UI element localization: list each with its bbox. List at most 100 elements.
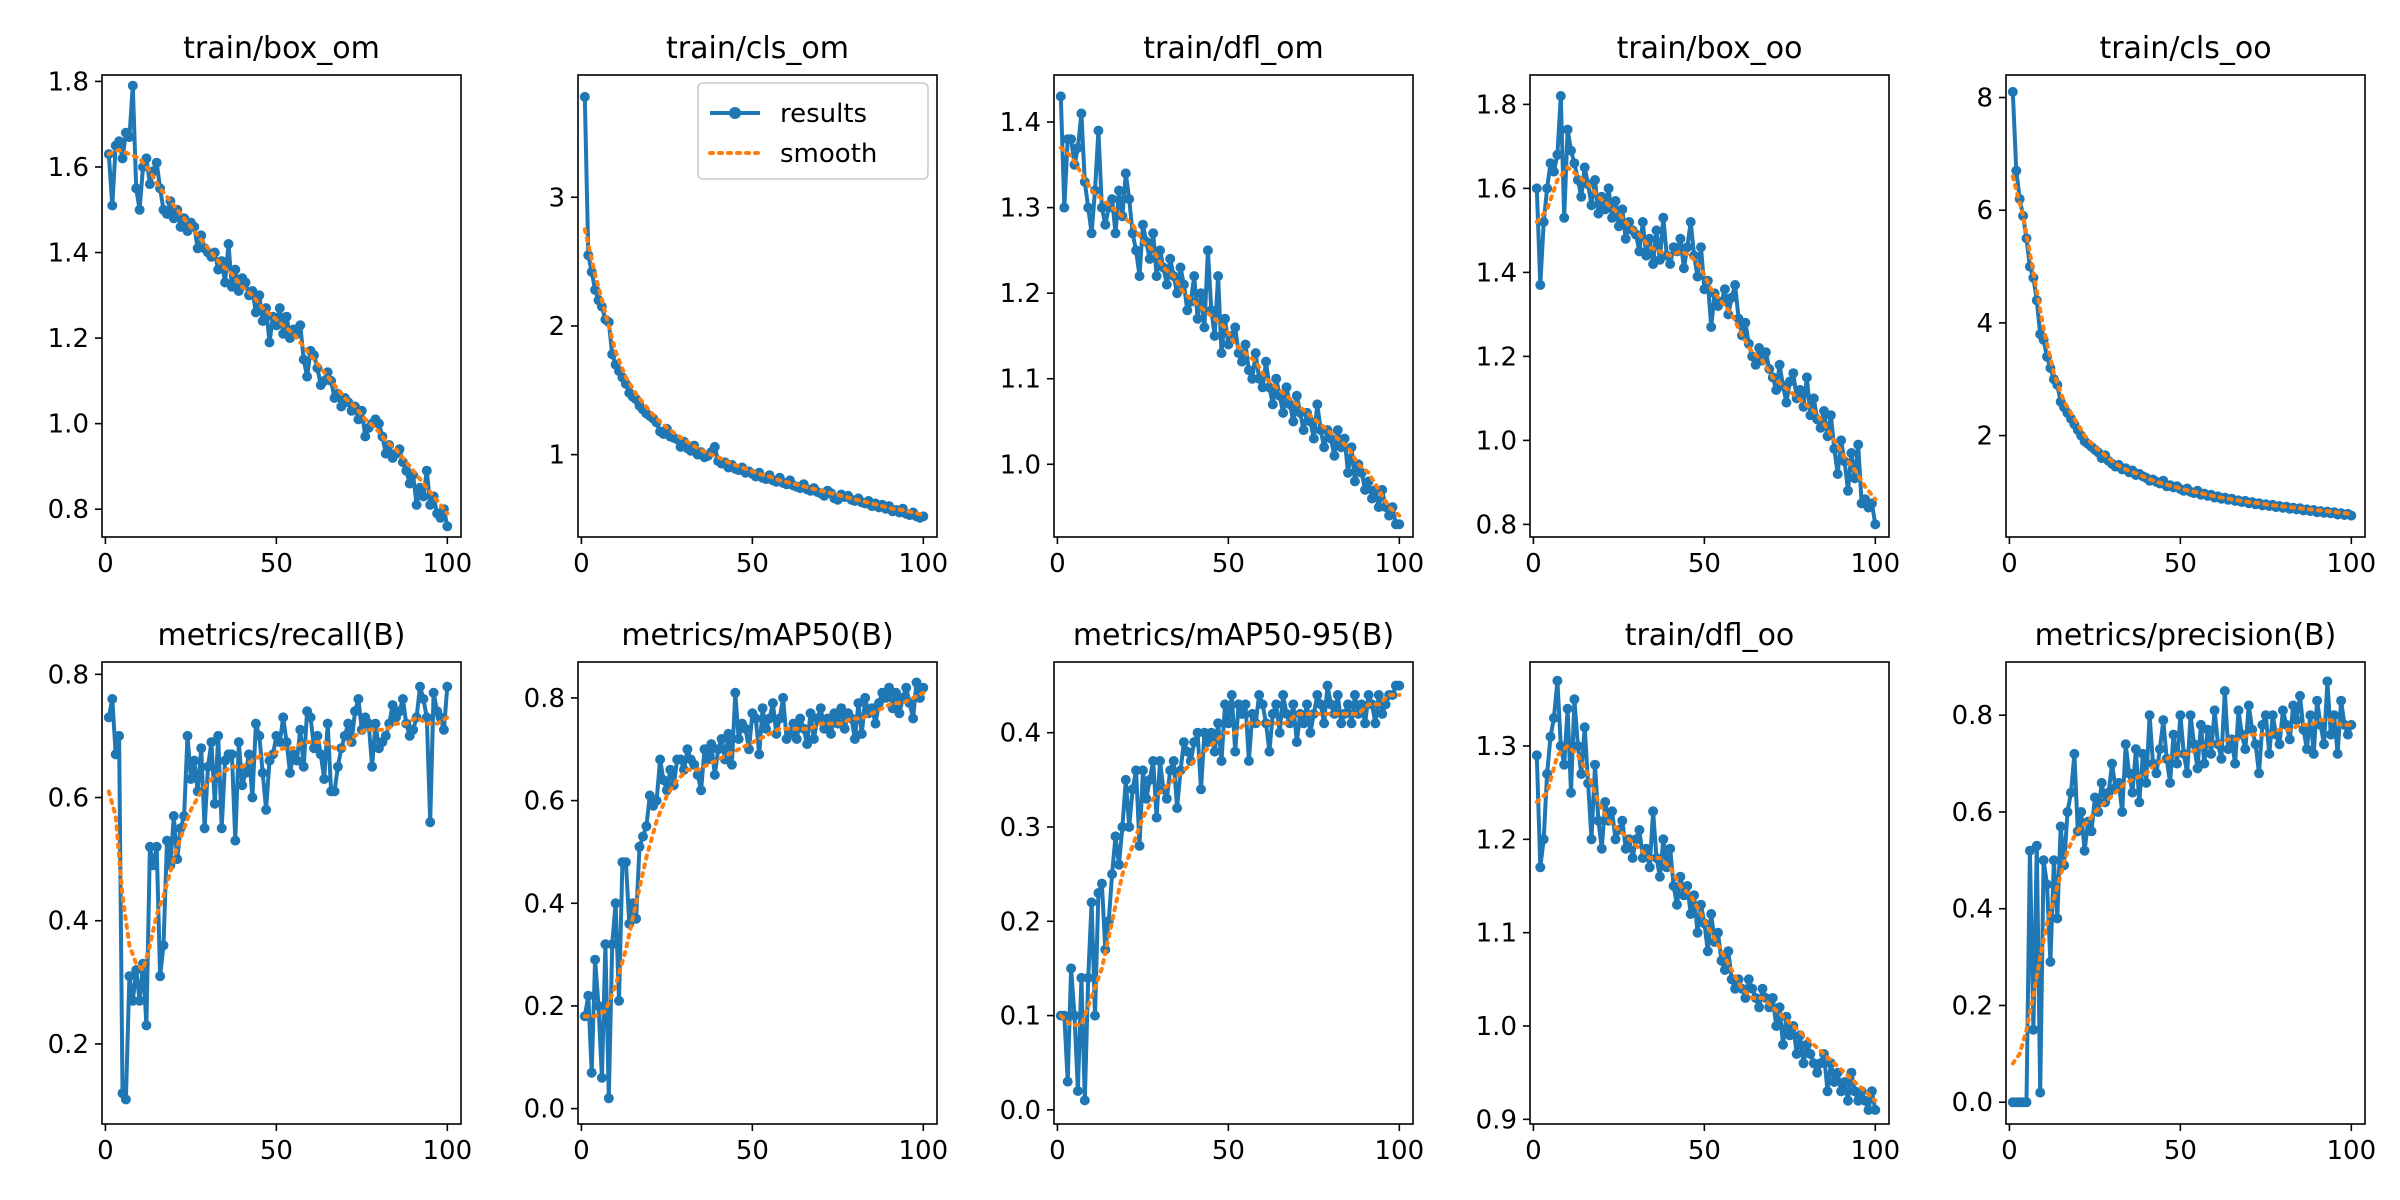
data-point bbox=[1781, 397, 1792, 408]
data-point bbox=[397, 457, 408, 468]
data-point bbox=[309, 743, 319, 754]
data-point bbox=[2079, 845, 2090, 856]
data-point bbox=[1288, 416, 1299, 427]
data-point bbox=[819, 723, 830, 734]
data-point bbox=[2175, 710, 2186, 721]
data-point bbox=[1196, 784, 1206, 795]
axes-frame bbox=[1053, 74, 1414, 538]
data-point bbox=[1870, 1105, 1881, 1115]
data-point bbox=[367, 761, 378, 772]
data-point bbox=[1175, 262, 1186, 273]
data-point bbox=[1730, 280, 1741, 290]
chart-panel: metrics/mAP50-95(B) 0 50 100 0.0 0.1 0.2 0.3 0.4 bbox=[1000, 618, 1425, 1166]
data-point bbox=[2055, 821, 2066, 832]
data-point bbox=[1120, 168, 1131, 179]
data-point bbox=[397, 694, 408, 704]
data-point bbox=[1093, 125, 1104, 136]
data-point bbox=[764, 713, 775, 724]
data-point bbox=[1141, 793, 1152, 804]
data-point bbox=[785, 728, 795, 739]
data-point bbox=[1829, 1077, 1840, 1087]
series-line-smooth bbox=[106, 715, 450, 974]
y-tick-label: 0.1 bbox=[1000, 1002, 1041, 1032]
data-point bbox=[209, 798, 220, 809]
data-point bbox=[1086, 228, 1097, 239]
data-point bbox=[754, 749, 765, 760]
data-point bbox=[730, 687, 741, 698]
data-point bbox=[2042, 879, 2052, 890]
data-point bbox=[1607, 212, 1618, 223]
data-point bbox=[1654, 871, 1665, 882]
y-tick-label: 1.0 bbox=[1000, 450, 1041, 480]
data-point bbox=[1617, 815, 1628, 826]
data-point bbox=[1825, 1058, 1836, 1069]
data-point bbox=[1562, 124, 1573, 135]
data-point bbox=[901, 682, 912, 693]
data-point bbox=[408, 724, 419, 735]
y-tick-label: 1.4 bbox=[1476, 258, 1517, 288]
data-point bbox=[774, 713, 785, 724]
data-point bbox=[1325, 699, 1336, 710]
data-point bbox=[1257, 699, 1268, 710]
data-point bbox=[638, 831, 648, 842]
data-point bbox=[1579, 162, 1590, 173]
data-point bbox=[1767, 993, 1778, 1003]
data-point bbox=[1161, 279, 1172, 290]
data-point bbox=[1538, 834, 1549, 845]
data-point bbox=[1093, 888, 1104, 898]
data-point bbox=[2172, 758, 2182, 769]
data-point bbox=[182, 730, 193, 741]
data-point bbox=[1066, 963, 1077, 974]
x-tick-label: 0 bbox=[2001, 1136, 2018, 1166]
data-point bbox=[1278, 690, 1289, 700]
data-point bbox=[1131, 245, 1142, 256]
x-tick-label: 100 bbox=[899, 549, 949, 579]
data-point bbox=[808, 734, 819, 744]
data-point bbox=[298, 761, 309, 772]
data-point bbox=[343, 718, 354, 729]
data-point bbox=[2028, 1024, 2039, 1035]
data-point bbox=[285, 767, 295, 778]
y-tick-label: 1.6 bbox=[1476, 174, 1517, 204]
y-tick-label: 0.6 bbox=[48, 784, 89, 814]
data-point bbox=[1148, 228, 1159, 239]
y-tick-label: 0.2 bbox=[1000, 907, 1041, 937]
data-point bbox=[2284, 734, 2295, 745]
data-point bbox=[226, 749, 237, 760]
data-point bbox=[1127, 228, 1138, 239]
x-tick-label: 100 bbox=[423, 1136, 473, 1166]
x-tick-label: 0 bbox=[1049, 549, 1066, 579]
series-line-smooth bbox=[1058, 145, 1402, 518]
data-point bbox=[2048, 855, 2059, 866]
data-point bbox=[1692, 271, 1703, 282]
data-point bbox=[1278, 407, 1289, 418]
plot-area bbox=[1531, 675, 1881, 1115]
data-point bbox=[894, 708, 905, 719]
data-point bbox=[860, 692, 871, 703]
chart-panel: train/dfl_oo 0 50 100 0.9 1.0 1.1 1.2 1.3 bbox=[1476, 618, 1901, 1166]
data-point bbox=[2107, 758, 2117, 769]
data-point bbox=[1548, 713, 1559, 723]
data-point bbox=[281, 737, 292, 748]
data-point bbox=[2202, 724, 2213, 735]
axes-frame bbox=[101, 661, 462, 1125]
data-point bbox=[1699, 284, 1710, 295]
data-point bbox=[1349, 476, 1360, 487]
data-point bbox=[750, 713, 761, 724]
data-point bbox=[696, 785, 707, 796]
data-point bbox=[1250, 348, 1261, 359]
data-point bbox=[812, 713, 823, 724]
data-point bbox=[1781, 1011, 1792, 1022]
x-tick-label: 50 bbox=[1212, 549, 1245, 579]
y-tick-label: 0.2 bbox=[1952, 991, 1993, 1021]
data-point bbox=[1784, 376, 1795, 387]
data-point bbox=[1545, 731, 1556, 742]
data-point bbox=[1271, 373, 1282, 384]
data-point bbox=[1308, 708, 1319, 719]
data-point bbox=[353, 694, 364, 704]
axes-frame bbox=[2005, 74, 2366, 538]
data-point bbox=[162, 835, 172, 846]
y-tick-label: 2 bbox=[1976, 422, 1993, 452]
data-point bbox=[849, 734, 860, 744]
y-tick-label: 0.2 bbox=[524, 992, 565, 1022]
